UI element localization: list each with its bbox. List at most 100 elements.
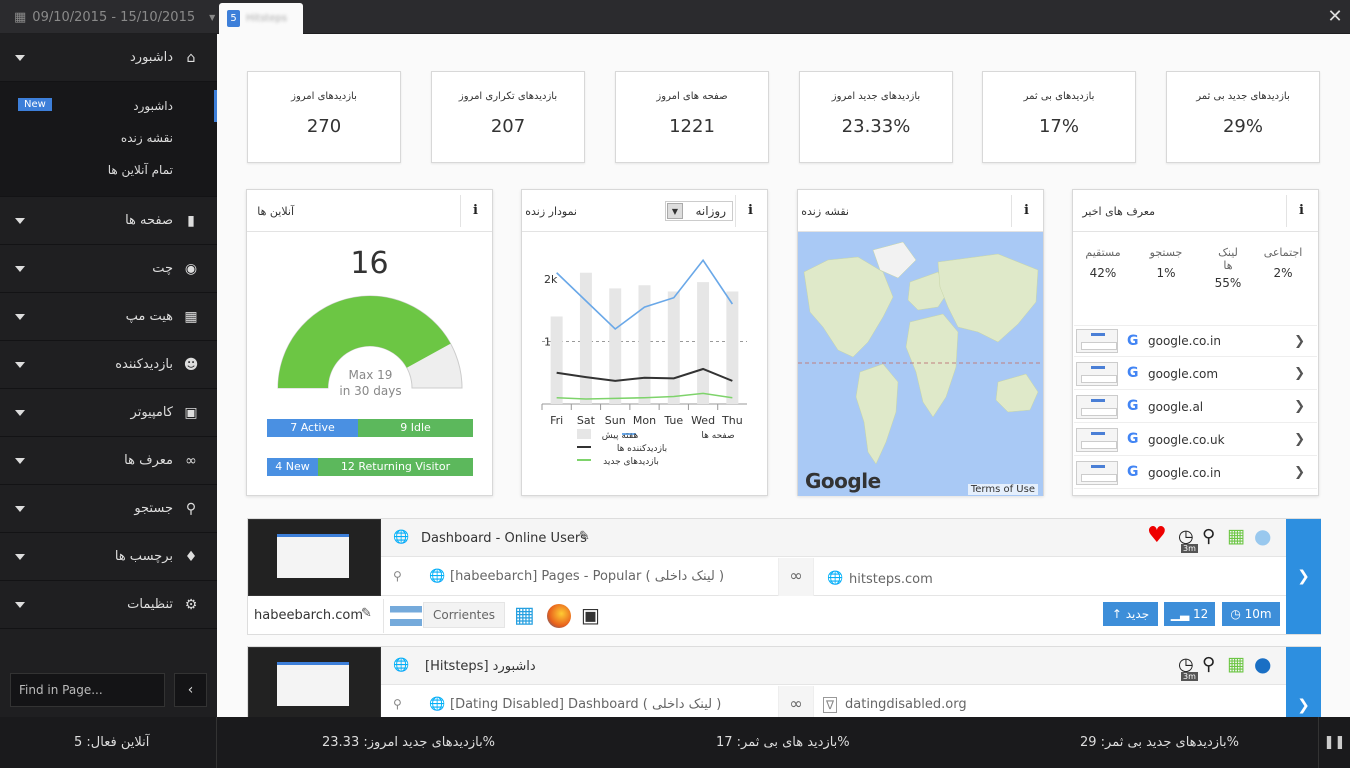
sidebar-item-label: چت: [152, 261, 173, 276]
map-terms-link[interactable]: Terms of Use: [967, 484, 1038, 495]
referrer-link[interactable]: hitsteps.com: [849, 572, 933, 587]
stat-label: بازدیدهای بی ثمر: [1023, 91, 1095, 102]
globe-icon: 🌐: [429, 697, 446, 712]
sidebar-submenu: داشبورد New نقشه زنده تمام آنلاین ها: [0, 82, 217, 197]
sidebar-item-settings[interactable]: ⚙ تنظیمات: [0, 581, 217, 629]
active-bar: 7 Active: [267, 419, 358, 437]
grid-icon[interactable]: ▦: [1227, 653, 1245, 675]
tab-number: 5: [227, 10, 240, 27]
heart-icon[interactable]: ♥: [1147, 523, 1167, 548]
sidebar-item-dashboard[interactable]: ⌂ داشبورد: [0, 34, 217, 82]
stat-card-new-bounce: بازدیدهای جدید بی ثمر 29%: [1166, 71, 1320, 163]
visit-header: 🌐 [Hitsteps] داشبورد ◷ 3m ⚲ ▦ ●: [381, 647, 1286, 685]
info-icon[interactable]: i: [1011, 195, 1041, 227]
stat-card-visits-today: بازدیدهای امروز 270: [247, 71, 401, 163]
africa-shape: [905, 313, 959, 418]
entry-page[interactable]: [habeebarch] Pages - Popular ( لینک داخل…: [450, 569, 725, 584]
chat-bubble-icon[interactable]: ●: [1254, 524, 1272, 548]
xtick-label: Sat: [577, 414, 596, 427]
referrer-thumbnail: [1076, 427, 1118, 452]
calendar-icon: ▦: [14, 9, 27, 25]
expand-visit-button[interactable]: ❯: [1286, 519, 1321, 634]
pause-icon[interactable]: ❚❚: [1318, 717, 1350, 768]
sidebar-item-referrers[interactable]: ∞ معرف ها: [0, 437, 217, 485]
magnifier-icon[interactable]: ⚲: [1202, 526, 1216, 547]
visit-row: 🌐 Dashboard - Online Users ✎ ♥ ◷ 3m ⚲ ▦ …: [247, 518, 1321, 635]
edit-icon[interactable]: ✎: [361, 606, 372, 621]
sidebar: ⌂ داشبورد داشبورد New نقشه زنده تمام آنل…: [0, 34, 217, 717]
edit-icon[interactable]: ✎: [579, 529, 590, 544]
info-icon[interactable]: i: [1286, 195, 1316, 227]
period-select[interactable]: ▼ روزانه: [665, 201, 733, 221]
clock-icon[interactable]: ◷: [1178, 654, 1194, 675]
chevron-right-icon: ❯: [1294, 399, 1305, 414]
footer-new-bounce: %بازدیدهای جدید بی ثمر: 29: [1080, 735, 1239, 750]
visit-page-title[interactable]: Dashboard - Online Users: [421, 531, 587, 546]
entry-page[interactable]: [Dating Disabled] Dashboard ( لینک داخلی…: [450, 697, 722, 712]
referrer-domain: google.co.uk: [1148, 432, 1225, 447]
info-icon[interactable]: i: [460, 195, 490, 227]
sidebar-item-chat[interactable]: ◉ چت: [0, 245, 217, 293]
tag-icon: ♦: [184, 548, 198, 565]
stat-value: 207: [490, 116, 526, 137]
find-in-page-input[interactable]: Find in Page...: [10, 673, 165, 707]
link-icon: ∞: [185, 452, 197, 469]
xtick-label: Sun: [605, 414, 626, 427]
chevron-down-icon: [15, 314, 25, 320]
duration-value: 10m: [1244, 607, 1272, 621]
footer-bounce: %بازدید های بی ثمر: 17: [716, 735, 850, 750]
magnifier-icon[interactable]: ⚲: [1202, 654, 1216, 675]
bar-last-week: [579, 272, 592, 404]
sitemap-icon: ⚲: [393, 569, 402, 583]
sidebar-item-search[interactable]: ⚲ جستجو: [0, 485, 217, 533]
chevron-down-icon: [15, 410, 25, 416]
gauge-fill: [278, 295, 451, 388]
bar-last-week: [697, 282, 710, 404]
monitor-icon: ▣: [581, 603, 600, 627]
sidebar-subitem-live-map[interactable]: نقشه زنده: [0, 122, 217, 154]
top-bar: ▦ 09/10/2015 - 15/10/2015 ▼ 5 Hitsteps ✕: [0, 0, 1350, 34]
grid-icon[interactable]: ▦: [1227, 525, 1245, 547]
chat-bubble-icon[interactable]: ●: [1254, 652, 1272, 676]
page-thumbnail[interactable]: [248, 647, 381, 717]
referrer-link[interactable]: datingdisabled.org: [845, 697, 967, 712]
search-icon: ⚲: [185, 500, 197, 517]
stat-card-returning-today: بازدیدهای تکراری امروز 207: [431, 71, 585, 163]
sidebar-item-visitors[interactable]: ☻ بازدیدکننده: [0, 341, 217, 389]
period-select-value: روزانه: [695, 204, 727, 218]
page-thumbnail[interactable]: [248, 519, 381, 596]
chevron-left-icon[interactable]: ‹: [174, 673, 207, 707]
chevron-right-icon: ❯: [1294, 465, 1305, 480]
sidebar-item-label: معرف ها: [124, 453, 173, 468]
referrer-domain: google.co.in: [1148, 465, 1221, 480]
stat-label: بازدیدهای جدید بی ثمر: [1196, 91, 1290, 102]
info-icon[interactable]: i: [735, 195, 765, 227]
sidebar-item-tags[interactable]: ♦ برچسب ها: [0, 533, 217, 581]
sidebar-subitem-dashboard[interactable]: داشبورد New: [0, 90, 217, 122]
visit-page-title[interactable]: [Hitsteps] داشبورد: [425, 659, 536, 674]
chevron-down-icon: [15, 218, 25, 224]
sidebar-subitem-all-online[interactable]: تمام آنلاین ها: [0, 154, 217, 186]
date-range-label: 09/10/2015 - 15/10/2015: [32, 9, 196, 25]
world-map[interactable]: [798, 232, 1043, 496]
site-tab[interactable]: 5 Hitsteps: [219, 3, 303, 34]
sidebar-item-computer[interactable]: ▣ کامپیوتر: [0, 389, 217, 437]
stat-value: 17%: [1038, 116, 1079, 137]
clock-icon[interactable]: ◷: [1178, 526, 1194, 547]
sidebar-item-heatmap[interactable]: ▦ هیت مپ: [0, 293, 217, 341]
chevron-down-icon: [15, 458, 25, 464]
referrer-domain: google.al: [1148, 399, 1204, 414]
date-range-picker[interactable]: ▦ 09/10/2015 - 15/10/2015 ▼: [0, 0, 217, 34]
expand-visit-button[interactable]: ❯: [1286, 647, 1321, 717]
bar-last-week: [609, 288, 622, 404]
close-icon[interactable]: ✕: [1327, 6, 1343, 27]
sidebar-item-pages[interactable]: ▮ صفحه ها: [0, 197, 217, 245]
globe-icon: 🌐: [393, 658, 410, 673]
returning-visitor-bar: 12 Returning Visitor: [318, 458, 473, 476]
link-icon: ∞: [778, 558, 814, 596]
